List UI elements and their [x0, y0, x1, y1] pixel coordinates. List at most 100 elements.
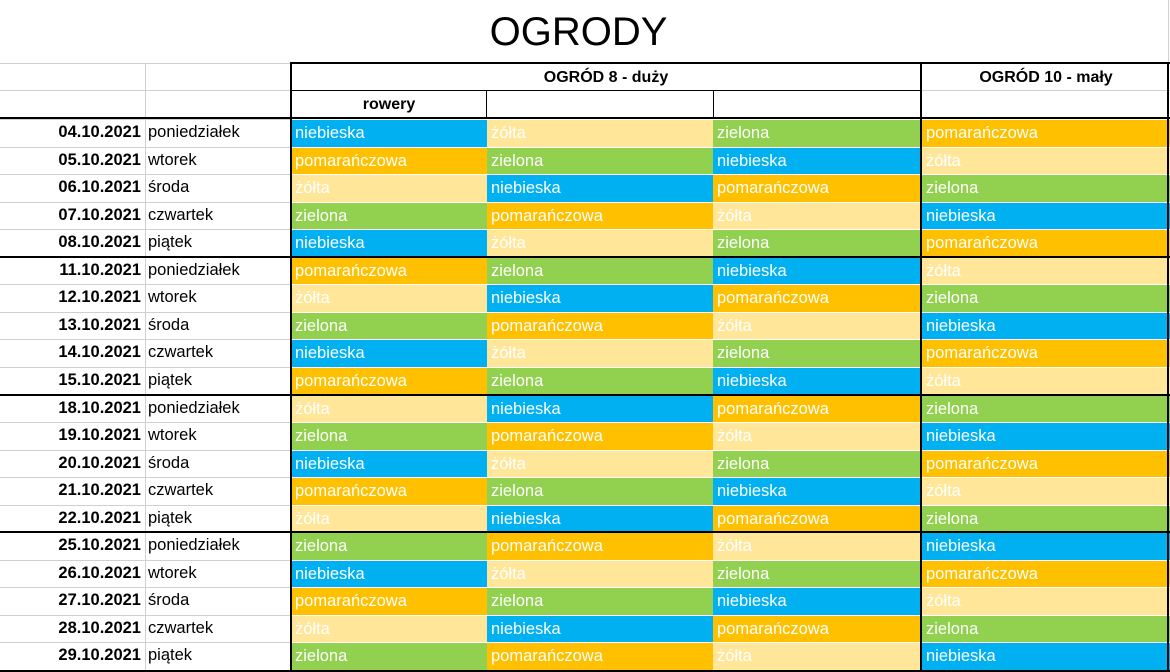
day-cell[interactable]: wtorek — [148, 563, 197, 582]
date-cell[interactable]: 05.10.2021 — [58, 150, 141, 169]
date-cell[interactable]: 19.10.2021 — [58, 426, 141, 445]
color-cell[interactable]: niebieska — [922, 643, 1170, 670]
color-cell[interactable]: pomarańczowa — [922, 230, 1170, 257]
color-cell[interactable]: zielona — [922, 175, 1170, 202]
date-cell[interactable]: 20.10.2021 — [58, 453, 141, 472]
date-cell[interactable]: 18.10.2021 — [58, 398, 141, 417]
day-cell[interactable]: piątek — [148, 370, 193, 389]
color-cell[interactable]: pomarańczowa — [291, 147, 487, 175]
color-cell[interactable]: pomarańczowa — [713, 615, 922, 643]
color-cell[interactable]: niebieska — [291, 560, 487, 588]
color-cell[interactable]: żółta — [922, 257, 1170, 285]
color-cell[interactable]: pomarańczowa — [713, 395, 922, 423]
color-cell[interactable]: żółta — [487, 340, 713, 367]
day-cell[interactable]: czwartek — [148, 481, 214, 500]
color-cell[interactable]: niebieska — [487, 175, 713, 202]
color-cell[interactable]: pomarańczowa — [922, 450, 1170, 478]
color-cell[interactable]: pomarańczowa — [922, 340, 1170, 367]
date-cell[interactable]: 12.10.2021 — [58, 288, 141, 307]
color-cell[interactable]: zielona — [487, 147, 713, 175]
color-cell[interactable]: niebieska — [713, 257, 922, 285]
color-cell[interactable]: niebieska — [291, 340, 487, 367]
date-cell[interactable]: 21.10.2021 — [58, 481, 141, 500]
day-cell[interactable]: czwartek — [148, 205, 214, 224]
color-cell[interactable]: żółta — [922, 367, 1170, 395]
color-cell[interactable]: niebieska — [487, 615, 713, 643]
date-cell[interactable]: 29.10.2021 — [58, 646, 141, 665]
color-cell[interactable]: żółta — [291, 395, 487, 423]
color-cell[interactable]: zielona — [291, 643, 487, 670]
color-cell[interactable]: zielona — [922, 505, 1170, 533]
color-cell[interactable]: żółta — [487, 560, 713, 588]
date-cell[interactable]: 06.10.2021 — [58, 178, 141, 197]
color-cell[interactable]: niebieska — [922, 533, 1170, 560]
date-cell[interactable]: 07.10.2021 — [58, 205, 141, 224]
color-cell[interactable]: żółta — [922, 478, 1170, 505]
color-cell[interactable]: pomarańczowa — [487, 202, 713, 230]
color-cell[interactable]: pomarańczowa — [922, 120, 1170, 147]
color-cell[interactable]: zielona — [713, 230, 922, 257]
day-cell[interactable]: poniedziałek — [148, 123, 240, 141]
color-cell[interactable]: żółta — [922, 147, 1170, 175]
color-cell[interactable]: żółta — [291, 505, 487, 533]
color-cell[interactable]: żółta — [487, 230, 713, 257]
color-cell[interactable]: pomarańczowa — [291, 588, 487, 615]
header-ogrod10[interactable]: OGRÓD 10 - mały — [979, 69, 1113, 86]
day-cell[interactable]: środa — [148, 178, 190, 197]
color-cell[interactable]: zielona — [487, 588, 713, 615]
color-cell[interactable]: niebieska — [487, 395, 713, 423]
day-cell[interactable]: poniedziałek — [148, 398, 240, 417]
day-cell[interactable]: czwartek — [148, 618, 214, 637]
color-cell[interactable]: żółta — [713, 423, 922, 450]
color-cell[interactable]: niebieska — [713, 367, 922, 395]
color-cell[interactable]: zielona — [291, 423, 487, 450]
color-cell[interactable]: niebieska — [922, 423, 1170, 450]
color-cell[interactable]: niebieska — [487, 505, 713, 533]
header-ogrod8[interactable]: OGRÓD 8 - duży — [543, 69, 669, 86]
date-cell[interactable]: 14.10.2021 — [58, 343, 141, 362]
day-cell[interactable]: piątek — [148, 233, 193, 252]
color-cell[interactable]: żółta — [922, 588, 1170, 615]
color-cell[interactable]: zielona — [487, 257, 713, 285]
color-cell[interactable]: niebieska — [922, 312, 1170, 340]
color-cell[interactable]: żółta — [713, 643, 922, 670]
color-cell[interactable]: zielona — [713, 450, 922, 478]
day-cell[interactable]: poniedziałek — [148, 260, 240, 279]
color-cell[interactable]: pomarańczowa — [713, 505, 922, 533]
color-cell[interactable]: pomarańczowa — [291, 257, 487, 285]
color-cell[interactable]: niebieska — [291, 230, 487, 257]
day-cell[interactable]: środa — [148, 591, 190, 610]
date-cell[interactable]: 04.10.2021 — [58, 123, 141, 141]
color-cell[interactable]: zielona — [713, 120, 922, 147]
color-cell[interactable]: zielona — [487, 367, 713, 395]
date-cell[interactable]: 08.10.2021 — [58, 233, 141, 252]
date-cell[interactable]: 26.10.2021 — [58, 563, 141, 582]
date-cell[interactable]: 28.10.2021 — [58, 618, 141, 637]
color-cell[interactable]: pomarańczowa — [487, 533, 713, 560]
day-cell[interactable]: wtorek — [148, 288, 197, 307]
color-cell[interactable]: żółta — [291, 175, 487, 202]
color-cell[interactable]: niebieska — [713, 147, 922, 175]
color-cell[interactable]: zielona — [922, 395, 1170, 423]
day-cell[interactable]: wtorek — [148, 150, 197, 169]
color-cell[interactable]: żółta — [713, 312, 922, 340]
color-cell[interactable]: niebieska — [487, 285, 713, 312]
color-cell[interactable]: żółta — [713, 202, 922, 230]
color-cell[interactable]: żółta — [291, 285, 487, 312]
color-cell[interactable]: niebieska — [291, 450, 487, 478]
day-cell[interactable]: wtorek — [148, 426, 197, 445]
color-cell[interactable]: niebieska — [713, 478, 922, 505]
date-cell[interactable]: 13.10.2021 — [58, 315, 141, 334]
color-cell[interactable]: pomarańczowa — [713, 285, 922, 312]
color-cell[interactable]: niebieska — [713, 588, 922, 615]
day-cell[interactable]: środa — [148, 315, 190, 334]
color-cell[interactable]: zielona — [291, 312, 487, 340]
color-cell[interactable]: zielona — [713, 340, 922, 367]
date-cell[interactable]: 22.10.2021 — [58, 508, 141, 527]
color-cell[interactable]: niebieska — [922, 202, 1170, 230]
header-rowery[interactable]: rowery — [362, 96, 416, 113]
color-cell[interactable]: pomarańczowa — [487, 312, 713, 340]
color-cell[interactable]: zielona — [291, 202, 487, 230]
color-cell[interactable]: żółta — [487, 450, 713, 478]
day-cell[interactable]: piątek — [148, 646, 193, 665]
